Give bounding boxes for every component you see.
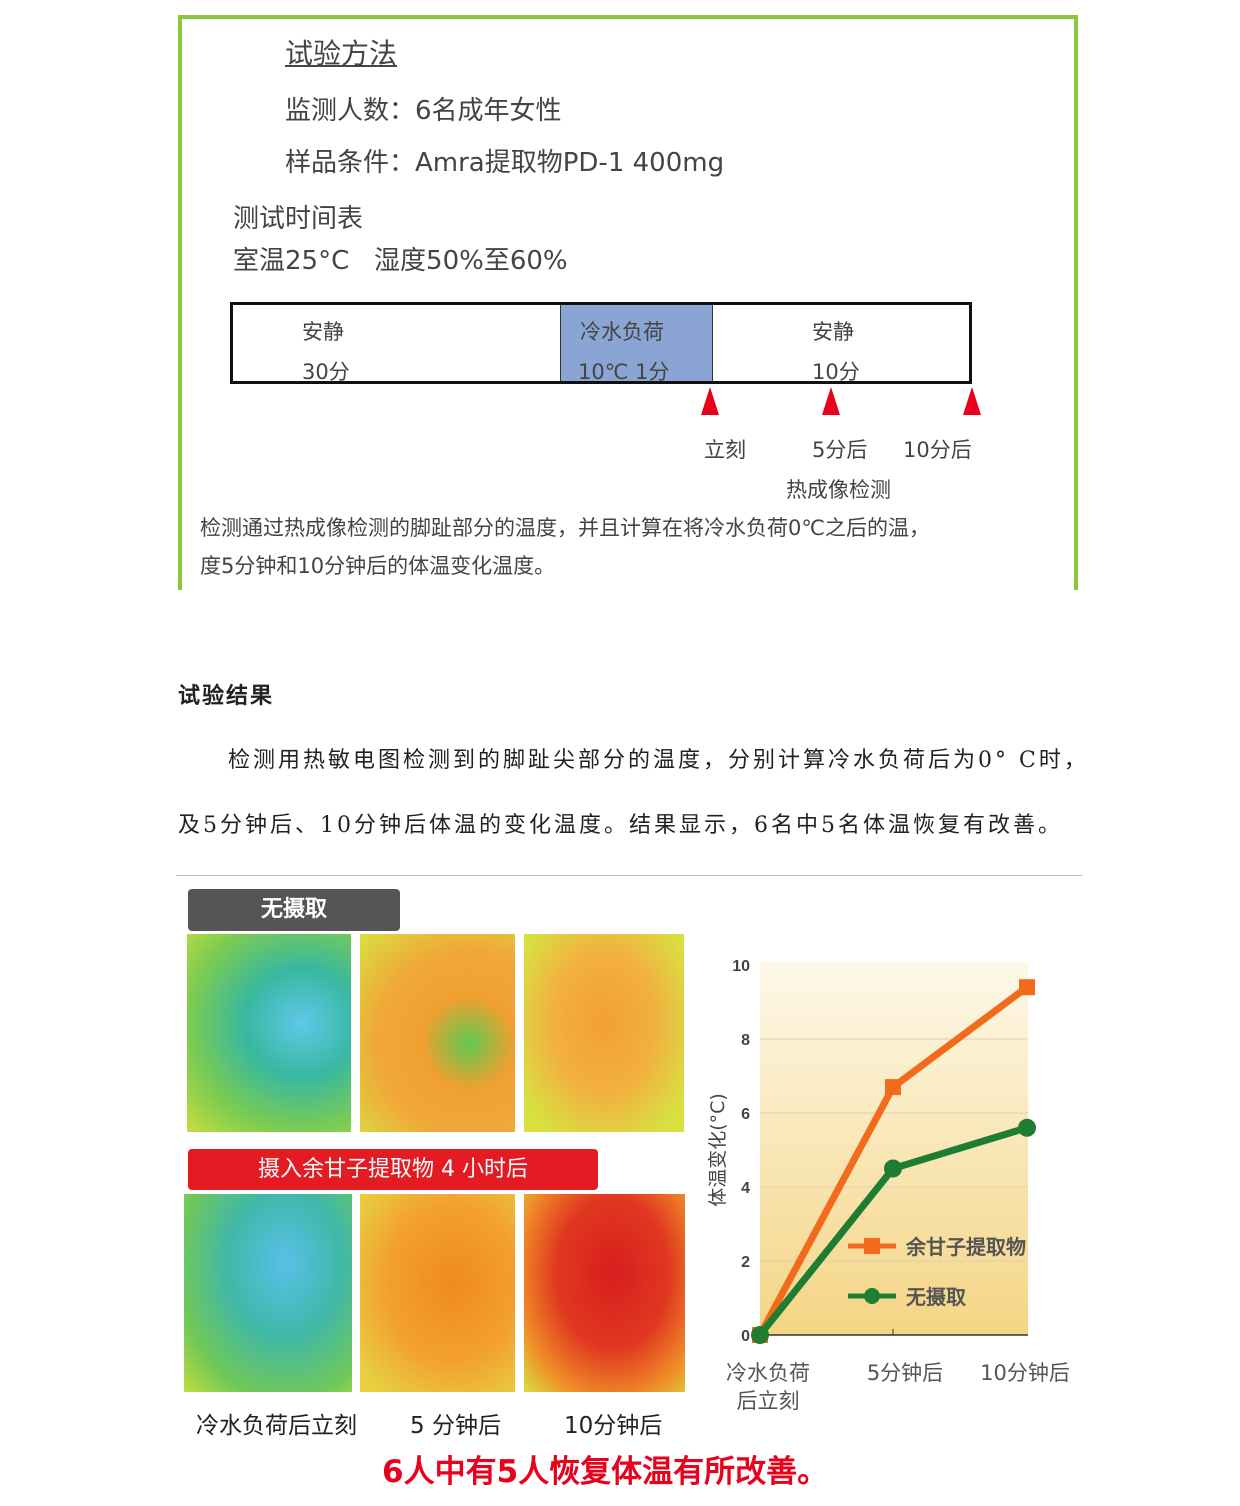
x-tick-label: 10分钟后 <box>980 1361 1070 1385</box>
data-point <box>885 1079 901 1096</box>
legend-label: 余甘子提取物 <box>905 1235 1026 1259</box>
x-tick-label: 冷水负荷 <box>726 1361 810 1385</box>
image-caption: 10分钟后 <box>564 1413 663 1439</box>
phase-duration: 10℃ 1分 <box>578 360 670 384</box>
subjects: 监测人数：6名成年女性 <box>285 96 562 126</box>
y-tick-label: 2 <box>741 1254 750 1271</box>
marker-triangle-icon <box>701 387 719 415</box>
x-tick-label: 5分钟后 <box>867 1361 943 1385</box>
image-caption: 5 分钟后 <box>410 1413 501 1439</box>
legend-label: 无摄取 <box>906 1285 966 1309</box>
marker-label: 10分后 <box>903 438 972 462</box>
thermal-image <box>360 934 515 1132</box>
sample: 样品条件：Amra提取物PD-1 400mg <box>285 148 725 178</box>
image-caption: 冷水负荷后立刻 <box>196 1413 357 1439</box>
plot-area <box>760 962 1028 1335</box>
divider <box>176 875 1082 876</box>
y-tick-label: 10 <box>732 958 750 975</box>
thermal-image <box>184 1194 352 1392</box>
marker-triangle-icon <box>963 387 981 415</box>
data-point <box>1018 1118 1036 1137</box>
phase-name: 冷水负荷 <box>580 320 664 344</box>
legend-marker <box>864 1238 880 1254</box>
y-tick-label: 4 <box>741 1180 750 1197</box>
marker-caption: 热成像检测 <box>786 478 891 502</box>
thermal-image <box>524 934 684 1132</box>
tag-no-intake: 无摄取 <box>188 889 400 931</box>
thermal-image <box>524 1194 685 1392</box>
marker-label: 立刻 <box>704 438 746 462</box>
x-tick-label: 后立刻 <box>737 1389 800 1413</box>
method-title: 试验方法 <box>285 37 398 70</box>
method-box <box>178 15 1078 590</box>
y-tick-label: 8 <box>741 1032 750 1049</box>
thermal-image <box>187 934 351 1132</box>
marker-label: 5分后 <box>812 438 868 462</box>
marker-triangle-icon <box>822 387 840 415</box>
timeline <box>230 302 972 384</box>
data-point <box>1019 979 1035 996</box>
data-point <box>884 1159 902 1178</box>
thermal-image <box>360 1194 515 1392</box>
conditions: 室温25°C 湿度50%至60% <box>233 246 568 276</box>
data-point <box>751 1326 769 1344</box>
results-paragraph: 及5分钟后、10分钟后体温的变化温度。结果显示，6名中5名体温恢复有改善。 <box>178 813 1063 838</box>
legend-marker <box>864 1288 880 1304</box>
method-desc: 度5分钟和10分钟后的体温变化温度。 <box>200 554 556 578</box>
results-title: 试验结果 <box>178 683 275 709</box>
y-tick-label: 6 <box>741 1106 750 1123</box>
results-paragraph: 检测用热敏电图检测到的脚趾尖部分的温度，分别计算冷水负荷后为0° C时， <box>228 748 1089 773</box>
conclusion: 6人中有5人恢复体温有所改善。 <box>382 1454 829 1490</box>
method-desc: 检测通过热成像检测的脚趾部分的温度，并且计算在将冷水负荷0℃之后的温， <box>200 516 930 540</box>
phase-duration: 30分 <box>302 360 350 384</box>
schedule-title: 测试时间表 <box>233 204 364 234</box>
tag-intake: 摄入余甘子提取物 4 小时后 <box>188 1149 598 1190</box>
y-axis-label: 体温变化(°C) <box>707 1093 729 1207</box>
phase-name: 安静 <box>302 320 344 344</box>
y-tick-label: 0 <box>741 1328 750 1345</box>
phase-name: 安静 <box>812 320 854 344</box>
phase-duration: 10分 <box>812 360 860 384</box>
